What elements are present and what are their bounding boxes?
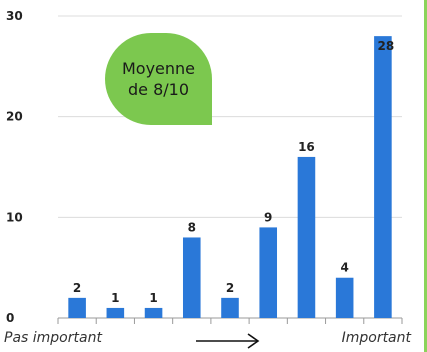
y-tick-label-10: 10 xyxy=(6,210,23,224)
bar-4 xyxy=(182,237,201,318)
data-labels: 2 1 1 8 2 9 16 4 28 xyxy=(73,39,394,305)
data-label-9: 28 xyxy=(378,39,395,53)
x-axis xyxy=(57,317,403,324)
average-badge: Moyenne de 8/10 xyxy=(105,33,212,125)
y-tick-label-0: 0 xyxy=(6,311,14,325)
badge-line-1: Moyenne xyxy=(121,59,196,78)
bar-8 xyxy=(335,277,354,318)
badge-line-2: de 8/10 xyxy=(127,80,189,99)
bar-6 xyxy=(259,227,278,318)
data-label-7: 16 xyxy=(298,140,315,154)
data-label-5: 2 xyxy=(226,281,234,295)
data-label-3: 1 xyxy=(149,291,157,305)
data-label-2: 1 xyxy=(111,291,119,305)
bar-5 xyxy=(221,297,239,318)
data-label-8: 4 xyxy=(340,261,348,275)
gridlines xyxy=(58,15,402,218)
data-label-1: 2 xyxy=(73,281,81,295)
bar-9 xyxy=(374,36,392,319)
arrow-right-icon xyxy=(196,333,260,349)
bar-1 xyxy=(68,297,86,318)
data-label-4: 8 xyxy=(188,220,196,234)
bar-2 xyxy=(106,307,125,318)
x-caption-right: Important xyxy=(341,330,411,346)
bars xyxy=(68,36,392,319)
y-tick-label-30: 30 xyxy=(6,9,23,23)
y-axis-ticks: 0 10 20 30 xyxy=(6,9,23,325)
y-tick-label-20: 20 xyxy=(6,110,23,124)
bar-7 xyxy=(297,156,316,318)
bar-3 xyxy=(144,307,163,318)
data-label-6: 9 xyxy=(264,210,272,224)
x-caption-left: Pas important xyxy=(4,330,102,346)
side-divider xyxy=(424,0,427,352)
